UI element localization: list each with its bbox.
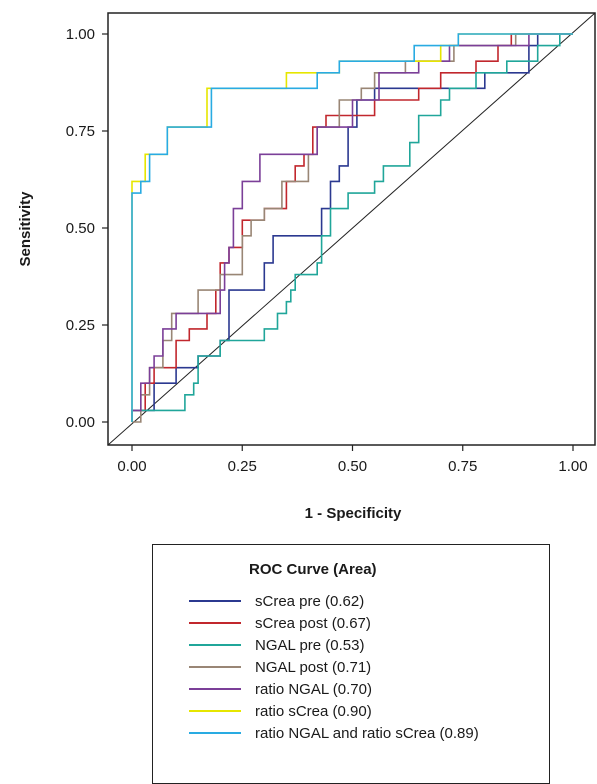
legend-item: ratio NGAL and ratio sCrea (0.89) xyxy=(189,722,479,744)
legend-swatch xyxy=(189,732,241,734)
y-tick-label: 0.25 xyxy=(66,317,95,334)
legend-item: ratio sCrea (0.90) xyxy=(189,700,372,722)
legend-item: sCrea post (0.67) xyxy=(189,612,371,634)
legend-swatch xyxy=(189,710,241,712)
y-tick-label: 0.00 xyxy=(66,414,95,431)
legend: ROC Curve (Area) sCrea pre (0.62) sCrea p… xyxy=(152,544,550,784)
reference-diagonal xyxy=(107,12,596,446)
x-tick-label: 0.75 xyxy=(448,458,477,475)
legend-item: NGAL post (0.71) xyxy=(189,656,371,678)
plot-frame xyxy=(107,12,596,446)
series-layer xyxy=(131,33,573,423)
legend-label: ratio NGAL (0.70) xyxy=(255,680,372,698)
legend-item: sCrea pre (0.62) xyxy=(189,590,364,612)
legend-label: NGAL pre (0.53) xyxy=(255,636,365,654)
legend-swatch xyxy=(189,622,241,624)
legend-swatch xyxy=(189,600,241,602)
legend-swatch xyxy=(189,688,241,690)
roc-curve-3 xyxy=(131,33,573,422)
roc-curve-7 xyxy=(131,33,573,422)
legend-label: sCrea pre (0.62) xyxy=(255,592,365,610)
x-tick-label: 1.00 xyxy=(558,458,587,475)
roc-chart: 0.00 0.25 0.50 0.75 1.00 0.00 0.25 0.50 0.75 1.00… xyxy=(17,12,596,522)
x-tick-label: 0.00 xyxy=(117,458,146,475)
x-axis-title: 1 - Specificity xyxy=(305,505,402,522)
legend-label: ratio sCrea (0.90) xyxy=(255,702,372,720)
y-tick-label: 0.75 xyxy=(66,123,95,140)
roc-curve-5 xyxy=(131,33,573,422)
legend-label: NGAL post (0.71) xyxy=(255,658,372,676)
legend-swatch xyxy=(189,666,241,668)
legend-title: ROC Curve (Area) xyxy=(249,561,377,578)
legend-label: sCrea post (0.67) xyxy=(255,614,371,632)
roc-curve-1 xyxy=(131,33,573,422)
legend-label: ratio NGAL and ratio sCrea (0.89) xyxy=(255,724,479,742)
y-axis-title: Sensitivity xyxy=(17,191,34,267)
legend-item: ratio NGAL (0.70) xyxy=(189,678,372,700)
y-tick-label: 1.00 xyxy=(66,26,95,43)
legend-swatch xyxy=(189,644,241,646)
legend-item: NGAL pre (0.53) xyxy=(189,634,365,656)
x-tick-label: 0.50 xyxy=(338,458,367,475)
x-tick-label: 0.25 xyxy=(228,458,257,475)
roc-curve-2 xyxy=(131,33,573,422)
ticks-layer: 0.00 0.25 0.50 0.75 1.00 0.00 0.25 0.50 0.75 1.00 xyxy=(66,26,588,475)
y-tick-label: 0.50 xyxy=(66,220,95,237)
